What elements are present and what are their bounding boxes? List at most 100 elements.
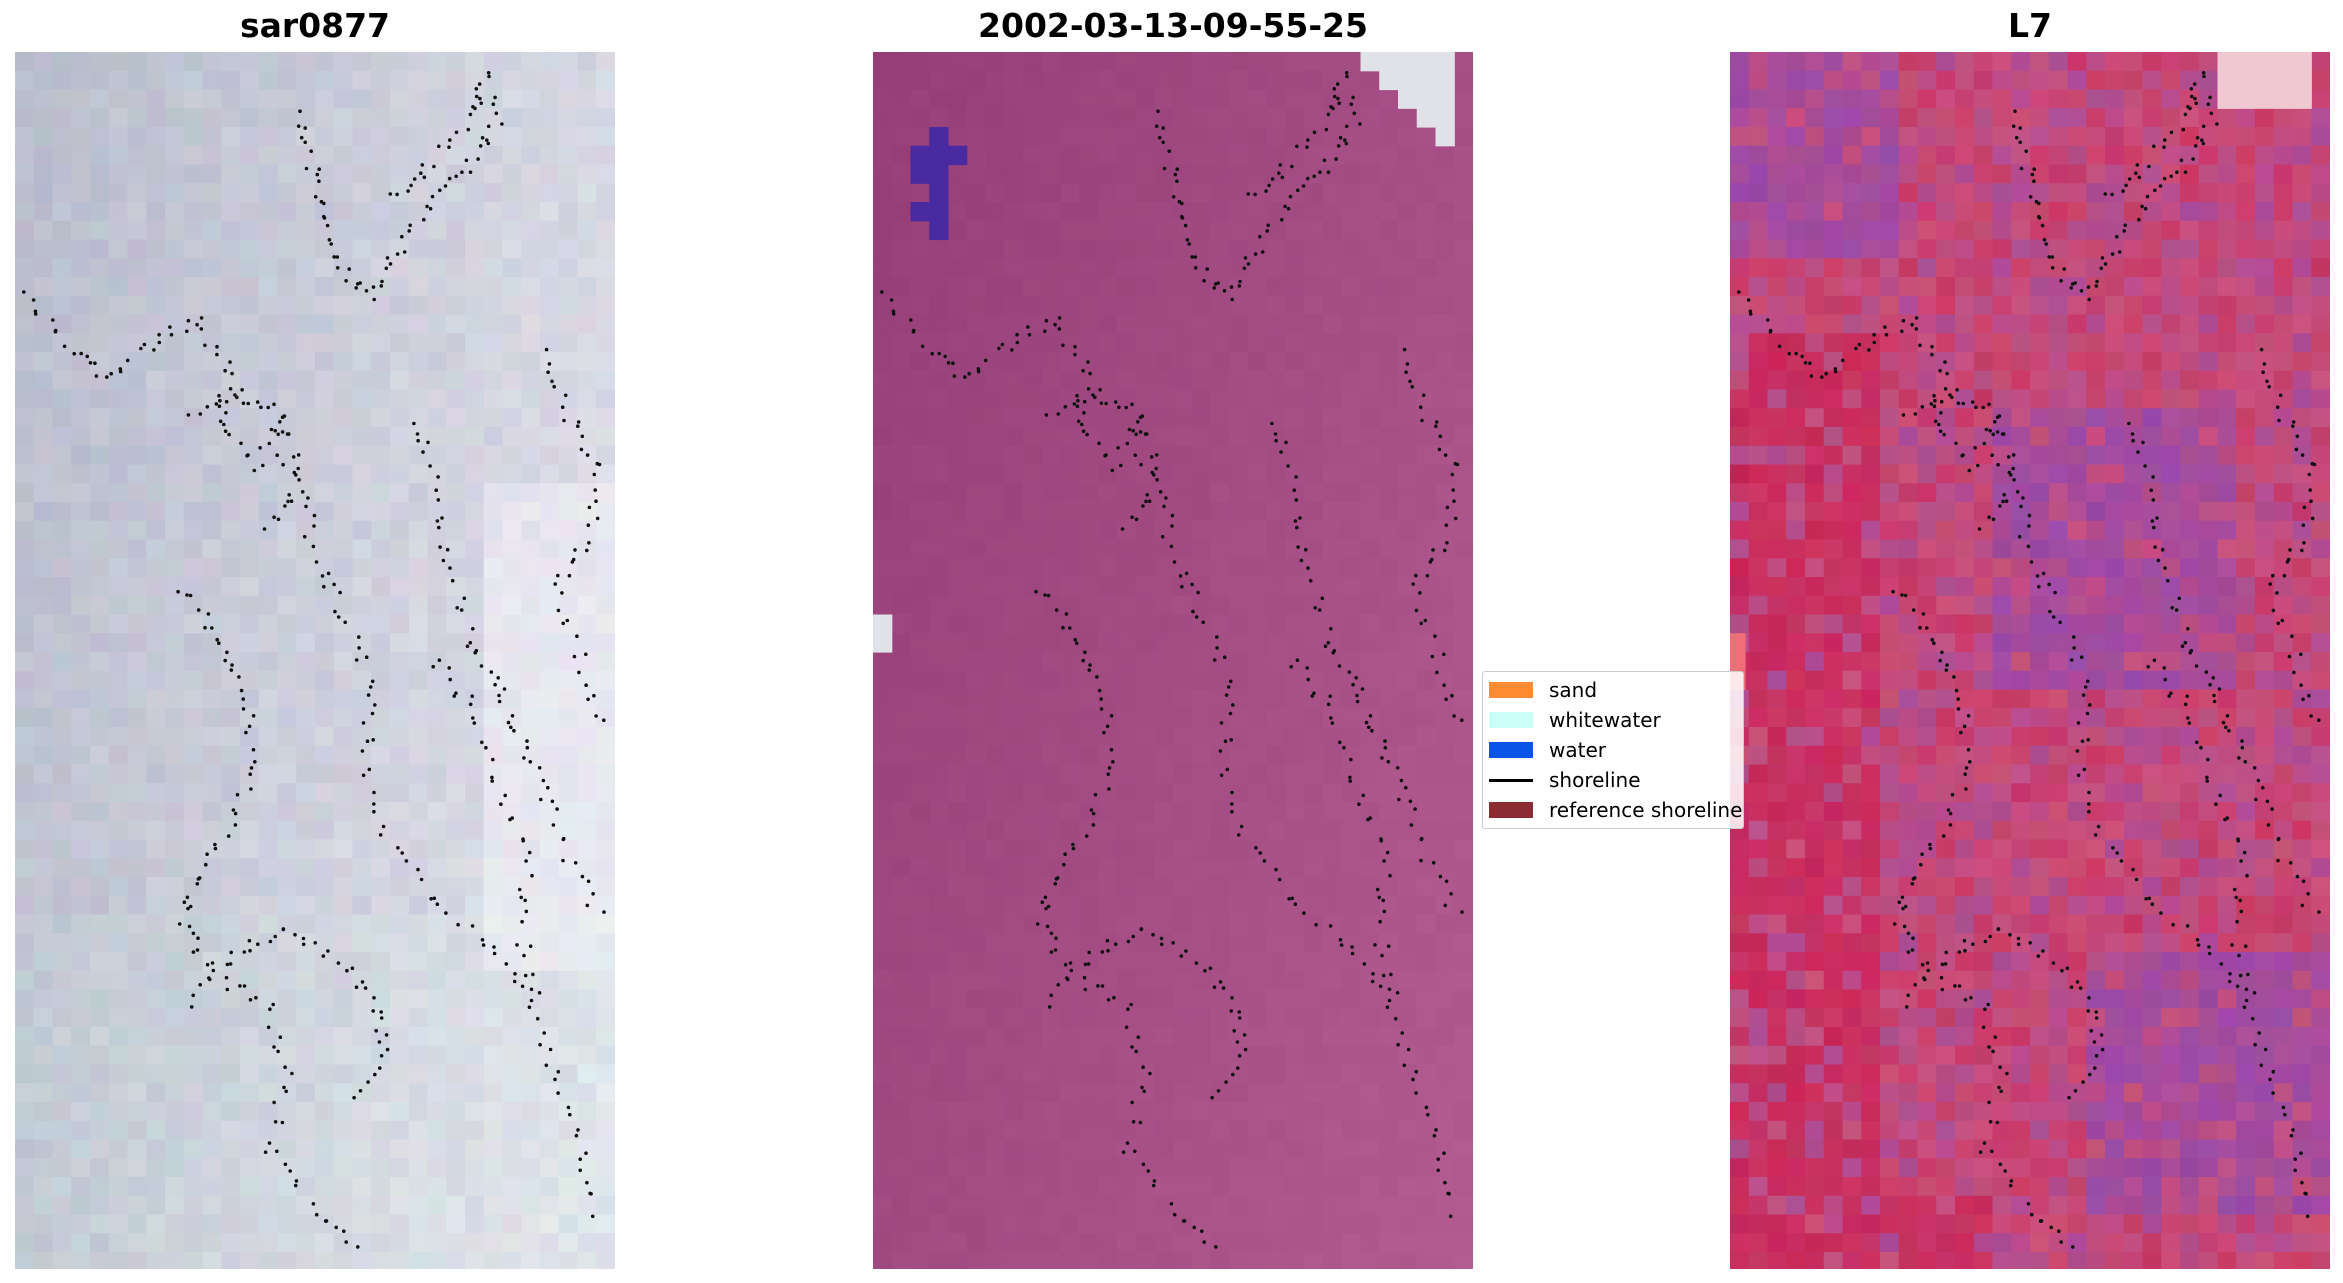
pixel — [1304, 502, 1324, 522]
pixel — [985, 783, 1005, 803]
pixel — [1266, 839, 1287, 859]
pixel — [371, 783, 391, 803]
pixel — [1210, 727, 1230, 747]
pixel — [502, 633, 522, 653]
pixel — [1173, 727, 1193, 747]
shoreline-dot — [1167, 149, 1171, 153]
pixel — [985, 1139, 1005, 1159]
pixel — [1266, 520, 1287, 541]
shoreline-dot — [551, 823, 556, 827]
pixel — [596, 1008, 615, 1028]
pixel — [929, 389, 949, 409]
shoreline-dot — [1069, 968, 1074, 973]
pixel — [1079, 633, 1099, 653]
pixel — [1285, 727, 1305, 747]
pixel — [1266, 445, 1287, 466]
pixel — [1229, 539, 1249, 559]
pixel — [948, 1008, 968, 1028]
pixel — [1098, 614, 1118, 634]
pixel — [446, 220, 466, 241]
pixel — [1041, 933, 1062, 953]
pixel — [558, 1008, 579, 1028]
pixel — [90, 670, 110, 691]
pixel — [240, 1120, 260, 1141]
pixel — [1210, 183, 1230, 203]
pixel — [1304, 277, 1324, 297]
pixel — [1341, 1252, 1362, 1269]
pixel — [240, 164, 260, 184]
shoreline-dot — [520, 919, 524, 924]
pixel — [1116, 1233, 1137, 1253]
shoreline-dot — [255, 400, 260, 404]
pixel — [929, 839, 949, 859]
pixel — [558, 539, 579, 559]
pixel — [1098, 1252, 1118, 1269]
pixel — [71, 127, 91, 147]
pixel — [1248, 445, 1268, 466]
pixel — [1023, 164, 1043, 184]
pixel — [1416, 970, 1437, 991]
pixel — [446, 539, 466, 559]
pixel — [371, 1120, 391, 1141]
pixel — [202, 239, 222, 259]
pixel — [427, 295, 447, 316]
pixel — [108, 614, 129, 634]
pixel — [1154, 370, 1174, 391]
pixel — [52, 370, 72, 391]
pixel — [1341, 1064, 1362, 1084]
pixel — [1079, 914, 1099, 934]
pixel — [333, 877, 354, 897]
shoreline-dot — [1106, 998, 1111, 1002]
pixel — [1285, 1195, 1305, 1216]
shoreline-dot — [544, 1063, 549, 1068]
shoreline-dot — [548, 1047, 553, 1052]
pixel — [390, 333, 410, 353]
pixel — [1323, 52, 1343, 72]
pixel — [596, 314, 615, 334]
shoreline-dot — [199, 327, 204, 331]
pixel — [52, 70, 72, 91]
pixel — [948, 745, 968, 766]
pixel — [183, 689, 204, 709]
pixel — [183, 539, 204, 559]
shoreline-dot — [448, 677, 453, 682]
pixel — [1154, 220, 1174, 241]
pixel — [929, 445, 949, 466]
pixel — [1041, 502, 1062, 522]
pixel — [202, 727, 222, 747]
shoreline-dot — [296, 466, 301, 471]
pixel — [371, 314, 391, 334]
shoreline-dot — [345, 968, 349, 973]
pixel — [146, 820, 166, 841]
pixel — [948, 277, 968, 297]
shoreline-dot — [1043, 895, 1048, 900]
pixel — [1098, 220, 1118, 241]
pixel — [240, 464, 260, 484]
pixel — [483, 633, 504, 653]
pixel — [596, 783, 615, 803]
pixel — [910, 483, 930, 503]
pixel — [15, 52, 35, 72]
pixel — [1023, 352, 1043, 372]
shoreline-dot — [602, 718, 606, 722]
pixel — [33, 989, 54, 1009]
pixel — [108, 520, 129, 541]
shoreline-dot — [440, 516, 444, 520]
pixel — [1435, 708, 1455, 728]
pixel — [948, 183, 968, 203]
pixel — [1398, 258, 1418, 278]
pixel — [596, 183, 615, 203]
pixel — [33, 895, 54, 916]
pixel — [1248, 727, 1268, 747]
pixel — [483, 1214, 504, 1234]
pixel — [873, 577, 893, 597]
pixel — [1454, 445, 1473, 466]
pixel — [1229, 783, 1249, 803]
pixel — [910, 1008, 930, 1028]
pixel — [202, 408, 222, 428]
pixel — [1116, 820, 1137, 841]
pixel — [483, 464, 504, 484]
pixel — [985, 1027, 1005, 1047]
pixel — [408, 127, 429, 147]
pixel — [108, 970, 129, 991]
